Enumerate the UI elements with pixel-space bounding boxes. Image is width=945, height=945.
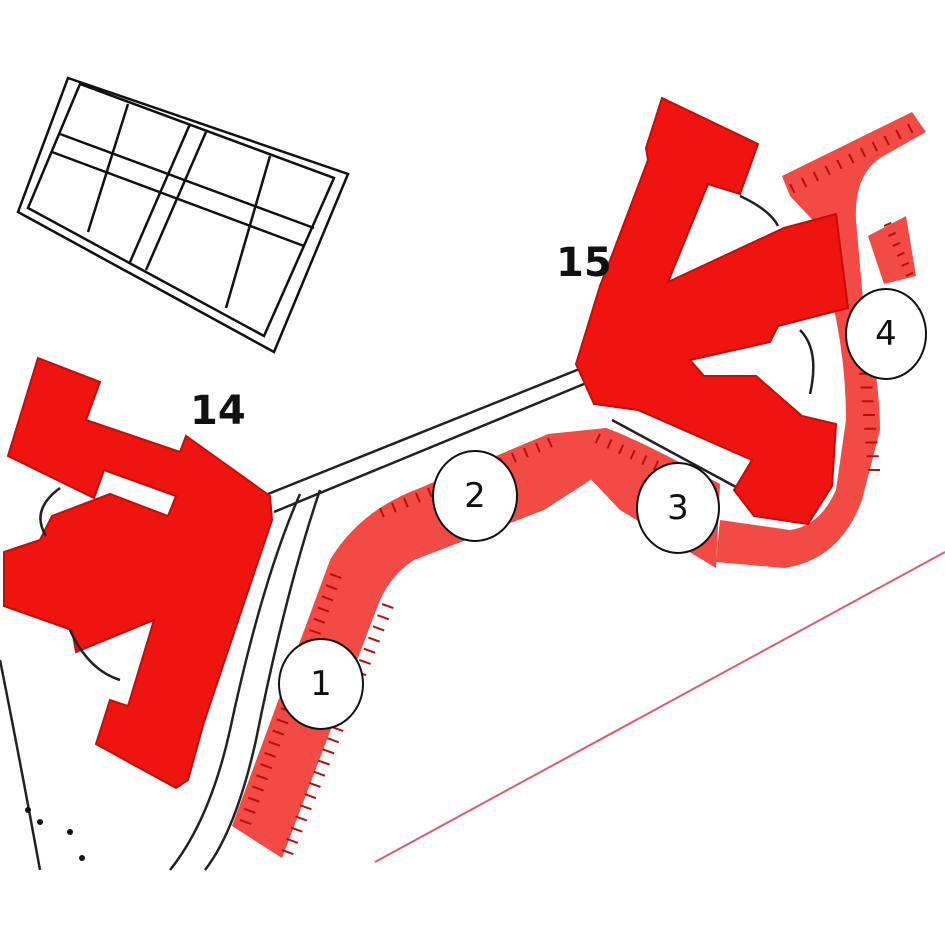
parking-stall-mark bbox=[800, 177, 808, 188]
parking-lot-4 bbox=[716, 112, 926, 568]
parking-stall-mark bbox=[299, 804, 312, 811]
parking-stall-mark bbox=[256, 774, 268, 781]
parking-stall-mark bbox=[377, 614, 390, 621]
parking-stall-mark bbox=[812, 171, 819, 182]
marker-1[interactable]: 1 bbox=[278, 638, 364, 730]
walkways bbox=[0, 366, 761, 871]
parking-stall-mark bbox=[789, 183, 796, 194]
parking-stall-mark bbox=[629, 449, 636, 460]
building-15-label: 15 bbox=[556, 240, 612, 286]
parking-stall-mark bbox=[318, 759, 330, 766]
parking-stall-mark bbox=[290, 826, 303, 833]
parking-stall-mark bbox=[895, 129, 902, 140]
parking-stall-mark bbox=[321, 595, 334, 602]
parking-stall-mark bbox=[313, 770, 326, 777]
parking-stall-mark bbox=[372, 625, 385, 632]
parking-lot-1 bbox=[232, 434, 606, 858]
parking-stall-mark bbox=[403, 497, 409, 508]
parking-stall-mark bbox=[594, 433, 601, 444]
parking-stall-mark bbox=[260, 763, 273, 770]
parking-stall-mark bbox=[427, 487, 433, 498]
marker-4-label: 4 bbox=[875, 314, 897, 354]
parking-stall-mark bbox=[363, 647, 376, 654]
parking-stall-mark bbox=[905, 271, 914, 277]
marker-1-label: 1 bbox=[310, 664, 332, 704]
parking-stall-mark bbox=[907, 123, 914, 134]
parking-stall-mark bbox=[892, 241, 901, 247]
parking-stall-mark bbox=[652, 460, 659, 471]
parking-stall-mark bbox=[391, 502, 397, 513]
parking-stall-mark bbox=[415, 492, 421, 503]
parking-stall-mark bbox=[896, 251, 905, 257]
parking-stall-mark bbox=[325, 584, 338, 591]
outlined-building-grid bbox=[16, 76, 350, 354]
parking-stall-mark bbox=[901, 261, 910, 267]
parking-stall-mark bbox=[871, 141, 878, 152]
parking-stall-mark bbox=[379, 507, 385, 518]
parking-stall-mark bbox=[547, 437, 553, 448]
marker-3-label: 3 bbox=[667, 488, 689, 528]
parking-stall-mark bbox=[286, 837, 299, 844]
parking-stall-mark bbox=[322, 748, 335, 755]
parking-stall-mark bbox=[824, 165, 831, 176]
parking-stall-mark bbox=[281, 849, 294, 856]
site-boundary-line bbox=[374, 551, 945, 863]
parking-stall-mark bbox=[268, 740, 281, 747]
parking-stall-mark bbox=[276, 718, 289, 725]
parking-stall-mark bbox=[327, 737, 340, 744]
parking-stall-mark bbox=[247, 796, 260, 803]
building-14-shape bbox=[3, 356, 274, 790]
parking-stall-mark bbox=[317, 606, 330, 613]
parking-stall-mark bbox=[239, 819, 252, 826]
parking-stall-mark bbox=[368, 636, 380, 643]
marker-2-label: 2 bbox=[464, 476, 486, 516]
parking-stall-mark bbox=[618, 444, 625, 455]
marker-2[interactable]: 2 bbox=[432, 450, 518, 542]
parking-stall-mark bbox=[606, 438, 613, 449]
parking-stall-mark bbox=[836, 159, 843, 170]
parking-stall-mark bbox=[887, 231, 897, 237]
parking-stall-mark bbox=[883, 221, 892, 227]
marker-3[interactable]: 3 bbox=[636, 462, 720, 554]
parking-stall-mark bbox=[251, 785, 264, 792]
building-connectors bbox=[39, 194, 815, 682]
parking-stall-mark bbox=[295, 815, 308, 822]
parking-stall-mark bbox=[883, 135, 890, 146]
parking-stall-mark bbox=[308, 781, 321, 788]
parking-stall-mark bbox=[859, 147, 867, 158]
parking-stall-mark bbox=[848, 153, 855, 164]
parking-stall-mark bbox=[272, 729, 285, 736]
parking-stall-mark bbox=[381, 603, 394, 610]
parking-stall-mark bbox=[243, 807, 256, 814]
building-15-shape bbox=[574, 96, 850, 526]
building-14-label: 14 bbox=[190, 388, 246, 434]
parking-stall-mark bbox=[641, 455, 648, 466]
parking-stall-mark bbox=[313, 617, 326, 624]
parking-stall-mark bbox=[264, 751, 277, 758]
parking-stall-mark bbox=[523, 447, 529, 458]
marker-4[interactable]: 4 bbox=[845, 288, 927, 380]
scattered-dots bbox=[25, 807, 85, 861]
parking-stall-mark bbox=[329, 573, 342, 580]
parking-stall-mark bbox=[304, 793, 317, 800]
parking-stall-mark bbox=[535, 442, 541, 453]
parking-stall-mark bbox=[309, 628, 322, 635]
parking-stall-mark bbox=[358, 658, 371, 665]
parking-stall-mark bbox=[511, 452, 517, 463]
